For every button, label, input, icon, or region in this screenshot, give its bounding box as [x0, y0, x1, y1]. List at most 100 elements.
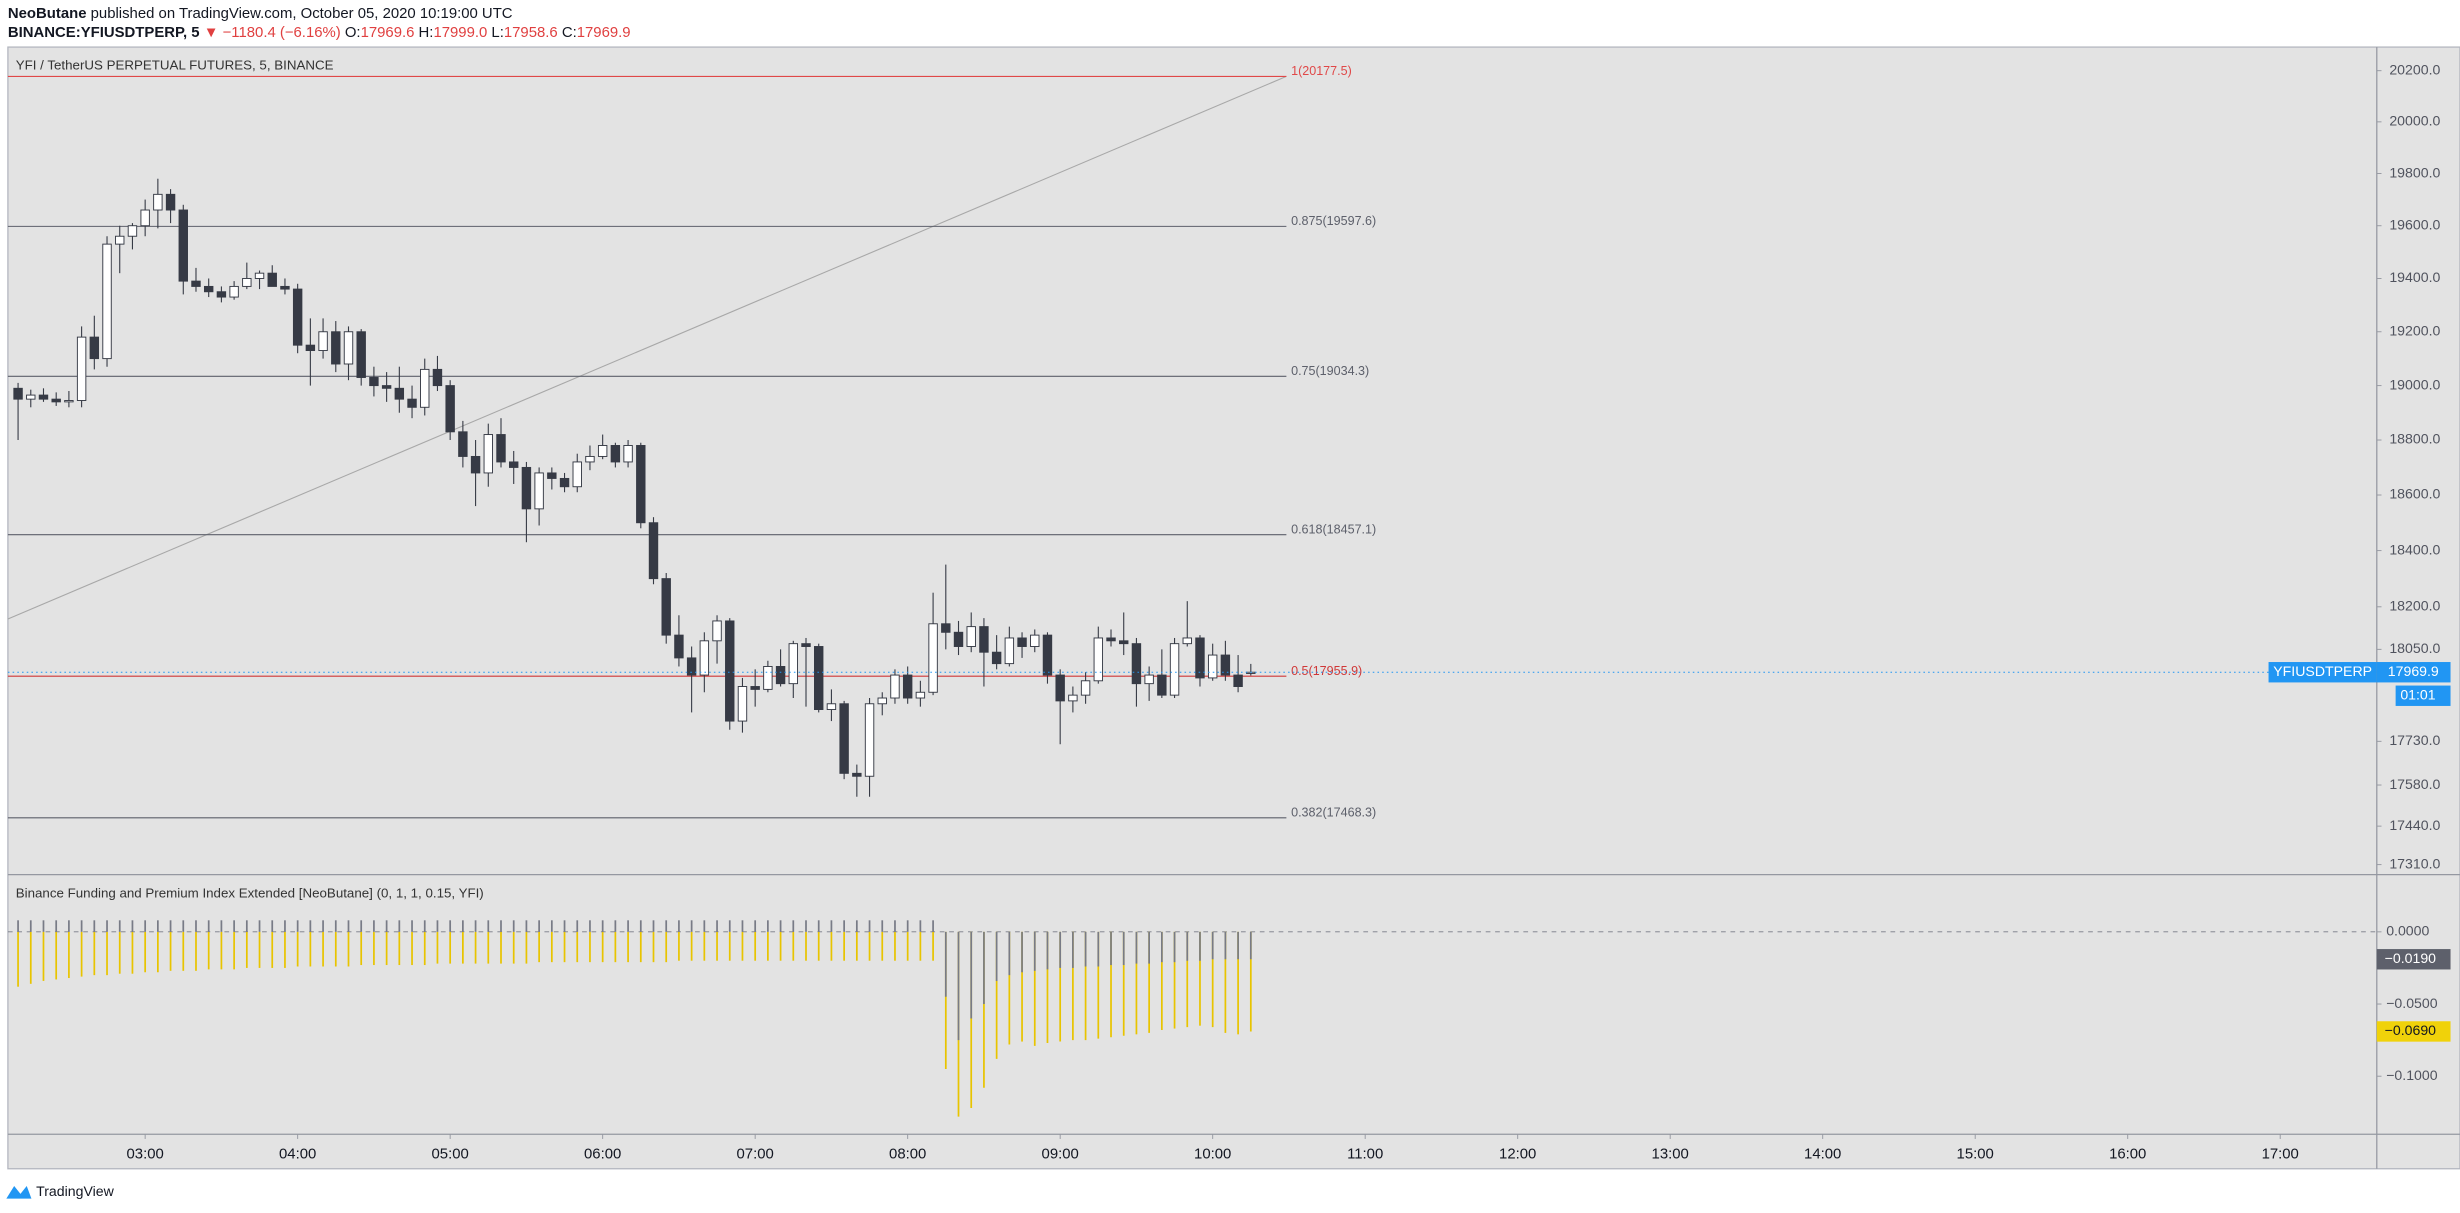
candle-body	[508, 461, 519, 468]
candle-body	[1017, 637, 1027, 647]
ohlc-c-key: C:	[562, 25, 577, 41]
candle-body	[115, 235, 125, 245]
fib-label: 0.75(19034.3)	[1291, 364, 1369, 378]
x-tick-label: 10:00	[1194, 1147, 1231, 1163]
countdown: 01:01	[2400, 686, 2435, 702]
candle-body	[839, 703, 849, 774]
candle-body	[750, 686, 760, 690]
countdown-bg	[2395, 685, 2451, 706]
candle-body	[1042, 634, 1053, 676]
candle-body	[267, 272, 277, 287]
y-tick-label: 18600.0	[2389, 486, 2440, 502]
candle-body	[1157, 674, 1167, 696]
ohlc-l-key: L:	[491, 25, 503, 41]
indicator-tag-bg	[2376, 1021, 2451, 1042]
trend-line	[7, 75, 1287, 620]
indicator-tag-bg	[2376, 949, 2451, 970]
x-tick-label: 04:00	[279, 1147, 316, 1163]
candle-body	[381, 385, 392, 389]
candle-body	[369, 377, 379, 387]
candle-body	[229, 285, 239, 298]
candle-body	[928, 623, 938, 693]
header-line-2: BINANCE:YFIUSDTPERP, 5 ▼ −1180.4 (−6.16%…	[8, 25, 631, 41]
symbol-tag: YFIUSDTPERP	[2273, 663, 2372, 679]
candle-body	[623, 445, 633, 463]
candle-body	[153, 193, 163, 211]
y-tick-label: 18050.0	[2389, 640, 2440, 656]
candle-body	[902, 674, 913, 699]
candle-body	[216, 291, 227, 298]
candle-body	[991, 651, 1002, 665]
candle-body	[1131, 643, 1142, 685]
candle-body	[64, 400, 74, 403]
y-tick-label: 19000.0	[2389, 376, 2440, 392]
candle-body	[140, 209, 150, 227]
x-tick-label: 14:00	[1804, 1147, 1841, 1163]
x-tick-label: 12:00	[1499, 1147, 1536, 1163]
x-tick-label: 11:00	[1347, 1147, 1383, 1163]
candle-body	[191, 280, 201, 287]
candle-body	[445, 385, 455, 433]
x-tick-label: 13:00	[1652, 1147, 1689, 1163]
candle-body	[636, 445, 646, 524]
candle-body	[597, 445, 608, 457]
candle-body	[38, 394, 49, 400]
candle-body	[585, 455, 595, 463]
author: NeoButane	[8, 6, 87, 22]
candle-body	[826, 703, 837, 711]
candle-body	[775, 666, 786, 685]
fib-label: 1(20177.5)	[1291, 64, 1352, 78]
candle-body	[1220, 654, 1231, 676]
y-tick-label: 17440.0	[2389, 817, 2440, 833]
candle-body	[89, 336, 100, 360]
candle-body	[458, 431, 468, 457]
candle-body	[305, 344, 316, 352]
candle-body	[979, 626, 989, 653]
y-tick-label: −0.0500	[2386, 995, 2438, 1011]
x-tick-label: 03:00	[127, 1147, 164, 1163]
candle-body	[674, 634, 684, 659]
candle-body	[966, 626, 976, 647]
candle-body	[242, 278, 252, 287]
x-tick-label: 07:00	[737, 1147, 774, 1163]
ohlc-c: 17969.9	[577, 25, 631, 41]
candle-body	[941, 623, 951, 633]
candle-body	[1106, 637, 1116, 642]
y-tick-label: 17730.0	[2389, 732, 2440, 748]
y-tick-label: 18200.0	[2389, 598, 2440, 614]
candle-body	[280, 285, 290, 290]
ohlc-o-key: O:	[345, 25, 361, 41]
y-tick-label: 19800.0	[2389, 164, 2440, 180]
x-tick-label: 09:00	[1042, 1147, 1079, 1163]
header-line-1: NeoButane published on TradingView.com, …	[8, 6, 513, 22]
candle-body	[725, 620, 735, 722]
ohlc-h-key: H:	[419, 25, 434, 41]
candle-body	[1195, 637, 1205, 679]
candle-body	[572, 461, 582, 488]
candle-body	[610, 445, 621, 463]
x-tick-label: 05:00	[432, 1147, 469, 1163]
fib-label: 0.382(17468.3)	[1291, 805, 1376, 819]
candle-body	[559, 477, 570, 488]
candle-body	[1233, 674, 1243, 687]
candle-body	[254, 272, 265, 279]
candle-body	[470, 455, 481, 474]
candle-body	[1207, 654, 1218, 679]
candle-body	[127, 225, 138, 237]
y-tick-label: 17310.0	[2389, 855, 2440, 871]
published: published on TradingView.com, October 05…	[91, 6, 513, 22]
y-tick-label: 0.0000	[2386, 923, 2429, 939]
ohlc-o: 17969.6	[361, 25, 415, 41]
candle-body	[292, 288, 303, 346]
candle-body	[1030, 634, 1040, 647]
candle-body	[1182, 637, 1192, 645]
indicator-tag: −0.0190	[2385, 950, 2437, 966]
x-tick-label: 15:00	[1957, 1147, 1994, 1163]
symbol: BINANCE:YFIUSDTPERP, 5	[8, 25, 200, 41]
candle-body	[890, 674, 900, 699]
x-tick-label: 06:00	[584, 1147, 621, 1163]
candle-body	[712, 620, 722, 642]
fib-label: 0.875(19597.6)	[1291, 214, 1376, 228]
fib-label: 0.5(17955.9)	[1291, 664, 1362, 678]
